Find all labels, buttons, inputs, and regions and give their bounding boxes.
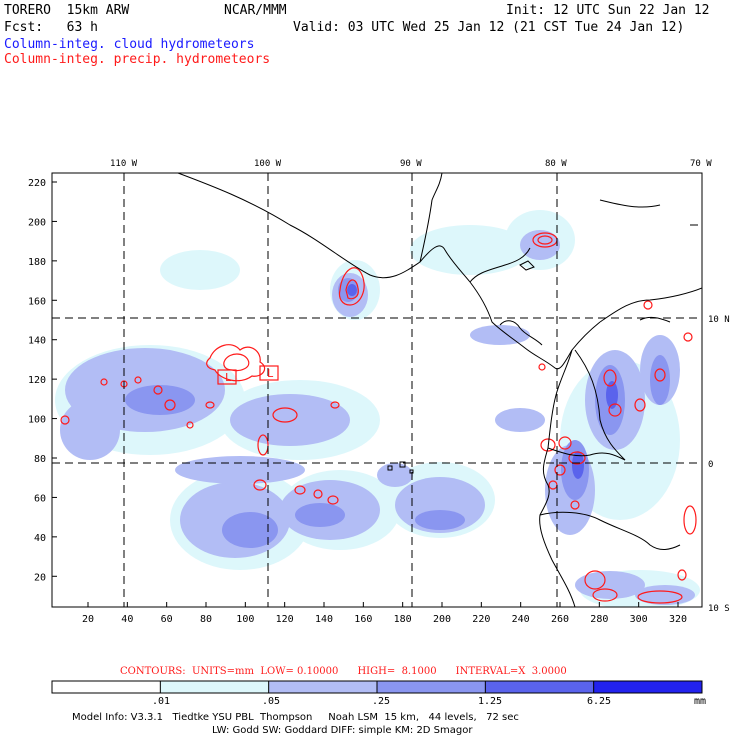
- colorbar-segment: [52, 681, 161, 693]
- lon-label: 80 W: [545, 159, 567, 169]
- y-tick-label: 100: [28, 415, 46, 426]
- x-tick-label: 140: [315, 614, 333, 625]
- low-label-2: L: [267, 367, 274, 380]
- y-tick-label: 120: [28, 375, 46, 386]
- y-axis-ticks: 220 200 180 160 140 120 100 80 60 40 20: [28, 178, 57, 583]
- latitude-labels: 10 N 0 10 S: [708, 315, 730, 614]
- x-tick-label: 240: [512, 614, 530, 625]
- x-tick-label: 260: [551, 614, 569, 625]
- x-tick-label: 40: [121, 614, 133, 625]
- coastlines: [177, 173, 702, 607]
- lat-label: 10 S: [708, 604, 730, 614]
- field-precip-label: Column-integ. precip. hydrometeors: [4, 52, 271, 67]
- colorbar-tick: 6.25: [587, 696, 612, 707]
- field-cloud-label: Column-integ. cloud hydrometeors: [4, 37, 255, 52]
- y-tick-label: 200: [28, 217, 46, 228]
- y-tick-label: 220: [28, 178, 46, 189]
- hydrometeor-fields: [55, 173, 702, 607]
- y-tick-label: 20: [34, 572, 46, 583]
- x-tick-label: 220: [472, 614, 490, 625]
- low-label-1: L: [225, 371, 232, 384]
- lon-label: 100 W: [254, 159, 282, 169]
- precip-contours: [60, 232, 697, 604]
- model-physics: LW: Godd SW: Goddard DIFF: simple KM: 2D…: [212, 725, 473, 736]
- x-tick-label: 300: [630, 614, 648, 625]
- init-time: Init: 12 UTC Sun 22 Jan 12: [506, 3, 710, 18]
- colorbar-segment: [377, 681, 486, 693]
- model-title: TORERO 15km ARW: [4, 3, 130, 18]
- x-tick-label: 320: [669, 614, 687, 625]
- colorbar-tick: .25: [372, 696, 391, 707]
- x-tick-label: 180: [394, 614, 412, 625]
- y-tick-label: 160: [28, 296, 46, 307]
- longitude-labels: 110 W 100 W 90 W 80 W 70 W: [110, 159, 712, 169]
- y-tick-label: 60: [34, 493, 46, 504]
- colorbar-segment: [160, 681, 269, 693]
- x-tick-label: 100: [236, 614, 254, 625]
- x-tick-label: 20: [82, 614, 94, 625]
- x-tick-label: 280: [590, 614, 608, 625]
- colorbar-segment: [593, 681, 702, 693]
- x-axis-ticks: 20 40 60 80 100 120 140 160 180 200 220 240 260 280 30…: [82, 602, 687, 625]
- lon-label: 90 W: [400, 159, 422, 169]
- y-tick-label: 140: [28, 336, 46, 347]
- lon-label: 70 W: [690, 159, 712, 169]
- colorbar-unit: mm: [694, 696, 707, 707]
- colorbar-tick: .01: [152, 696, 171, 707]
- x-tick-label: 60: [161, 614, 173, 625]
- y-tick-label: 40: [34, 533, 46, 544]
- y-tick-label: 180: [28, 257, 46, 268]
- x-tick-label: 80: [200, 614, 212, 625]
- colorbar-frame: [51, 680, 703, 694]
- org-label: NCAR/MMM: [224, 3, 287, 18]
- lon-label: 110 W: [110, 159, 138, 169]
- forecast-hour: Fcst: 63 h: [4, 20, 98, 35]
- low-box-1: [217, 369, 237, 385]
- colorbar-segment: [485, 681, 594, 693]
- x-tick-label: 160: [354, 614, 372, 625]
- x-tick-label: 200: [433, 614, 451, 625]
- lat-label: 0: [708, 460, 713, 470]
- colorbar-tick: 1.25: [478, 696, 503, 707]
- contour-info: CONTOURS: UNITS=mm LOW= 0.10000 HIGH= 8.…: [120, 666, 567, 677]
- graticule: [52, 173, 702, 607]
- map-frame: [51, 172, 703, 608]
- colorbar-segment: [268, 681, 377, 693]
- model-info: Model Info: V3.3.1 Tiedtke YSU PBL Thomp…: [72, 712, 519, 723]
- x-tick-label: 120: [276, 614, 294, 625]
- y-tick-label: 80: [34, 454, 46, 465]
- colorbar-tick: .05: [262, 696, 281, 707]
- low-box-2: [259, 365, 279, 381]
- colorbar: [52, 681, 702, 693]
- valid-time: Valid: 03 UTC Wed 25 Jan 12 (21 CST Tue …: [293, 20, 685, 35]
- lat-label: 10 N: [708, 315, 730, 325]
